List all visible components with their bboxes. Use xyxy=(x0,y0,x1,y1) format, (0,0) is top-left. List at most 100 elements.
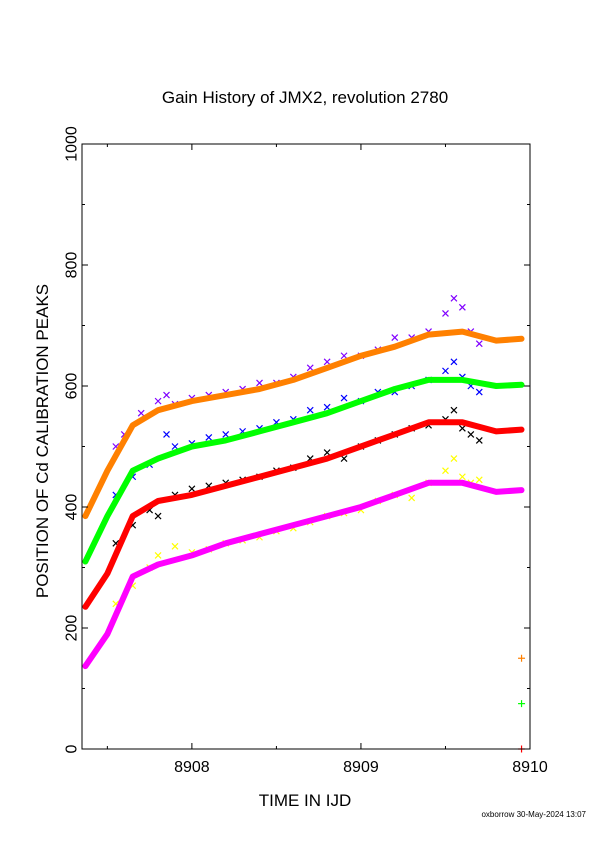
cross-stroke xyxy=(467,430,475,438)
cross-stroke xyxy=(256,379,263,387)
cross-stroke xyxy=(458,424,466,432)
scatter-point xyxy=(171,542,179,550)
end-marker xyxy=(518,654,526,662)
scatter-point xyxy=(154,397,162,405)
scatter-point xyxy=(154,512,162,520)
y-axis-label: POSITION OF Cd CALIBRATION PEAKS xyxy=(33,284,52,598)
scatter-point xyxy=(475,388,483,396)
cross-stroke xyxy=(112,539,120,547)
scatter-point xyxy=(450,455,458,463)
cross-stroke xyxy=(442,367,449,375)
scatter-point xyxy=(458,303,466,311)
cross-stroke xyxy=(163,430,170,438)
scatter-point xyxy=(137,409,145,417)
cross-stroke xyxy=(171,443,179,450)
cross-stroke xyxy=(306,364,314,372)
scatter-point xyxy=(442,309,449,317)
scatter-point xyxy=(323,358,331,366)
scatter-point xyxy=(475,340,483,348)
scatter-point xyxy=(475,437,483,444)
y-tick-label: 400 xyxy=(64,494,81,521)
scatter-point xyxy=(450,294,458,302)
scatter-point xyxy=(222,430,230,438)
cross-stroke xyxy=(475,388,483,396)
scatter-point xyxy=(475,476,483,484)
cross-stroke xyxy=(458,303,466,311)
scatter-point xyxy=(154,551,162,559)
scatter-point xyxy=(163,430,170,438)
scatter-point xyxy=(391,334,399,342)
scatter-point xyxy=(450,358,458,366)
cross-stroke xyxy=(475,340,483,348)
cross-stroke xyxy=(450,455,458,463)
y-tick-label: 200 xyxy=(64,615,81,642)
fit-series-line xyxy=(82,479,525,670)
cross-stroke xyxy=(323,449,331,456)
x-tick-label: 8910 xyxy=(512,759,548,776)
scatter-point xyxy=(458,424,466,432)
cross-stroke xyxy=(450,406,458,414)
cross-stroke xyxy=(323,358,331,366)
x-tick-label: 8909 xyxy=(343,759,379,776)
y-tick-label: 1000 xyxy=(64,126,81,162)
cross-stroke xyxy=(154,397,162,405)
scatter-point xyxy=(323,449,331,456)
cross-stroke xyxy=(163,391,170,399)
cross-stroke xyxy=(450,358,458,366)
cross-stroke xyxy=(306,406,314,414)
cross-stroke xyxy=(188,485,196,493)
cross-stroke xyxy=(408,494,416,502)
cross-stroke xyxy=(340,394,348,402)
scatter-point xyxy=(408,494,416,502)
scatter-point xyxy=(442,367,449,375)
end-marker xyxy=(518,700,526,708)
scatter-point xyxy=(467,430,475,438)
cross-stroke xyxy=(442,309,449,317)
fit-series-line xyxy=(82,419,525,610)
cross-stroke xyxy=(340,352,348,360)
cross-stroke xyxy=(458,473,466,481)
cross-stroke xyxy=(222,430,230,438)
scatter-point xyxy=(306,406,314,414)
y-tick-label: 600 xyxy=(64,373,81,400)
x-tick-label: 8908 xyxy=(174,759,210,776)
scatter-point xyxy=(256,379,263,387)
fit-series-line xyxy=(82,328,525,520)
fit-series-line xyxy=(82,376,525,565)
axis-ticks: 0 200 400 600 800 1000 8908 8909 8910 xyxy=(64,126,548,776)
cross-stroke xyxy=(154,512,162,520)
scatter-point xyxy=(306,364,314,372)
cross-stroke xyxy=(450,294,458,302)
scatter-point xyxy=(340,352,348,360)
scatter-point xyxy=(458,473,466,481)
scatter-point xyxy=(205,434,213,441)
cross-stroke xyxy=(340,455,348,463)
plot-area xyxy=(82,294,526,753)
footer-stamp: oxborrow 30-May-2024 13:07 xyxy=(481,810,586,819)
cross-stroke xyxy=(112,443,120,450)
scatter-point xyxy=(188,485,196,493)
scatter-point xyxy=(442,467,449,475)
scatter-point xyxy=(171,443,179,450)
scatter-point xyxy=(163,391,170,399)
cross-stroke xyxy=(205,434,213,441)
cross-stroke xyxy=(171,542,179,550)
cross-stroke xyxy=(137,409,145,417)
plot-frame xyxy=(81,143,531,750)
cross-stroke xyxy=(442,467,449,475)
cross-stroke xyxy=(475,476,483,484)
cross-stroke xyxy=(323,403,331,411)
y-tick-label: 800 xyxy=(64,252,81,279)
y-tick-label: 0 xyxy=(64,744,81,753)
cross-stroke xyxy=(112,600,120,608)
chart-title: Gain History of JMX2, revolution 2780 xyxy=(162,88,448,107)
scatter-point xyxy=(340,394,348,402)
x-axis-label: TIME IN IJD xyxy=(259,791,352,810)
scatter-point xyxy=(340,455,348,463)
cross-stroke xyxy=(154,551,162,559)
cross-stroke xyxy=(391,334,399,342)
scatter-point xyxy=(323,403,331,411)
cross-stroke xyxy=(475,437,483,444)
scatter-point xyxy=(450,406,458,414)
